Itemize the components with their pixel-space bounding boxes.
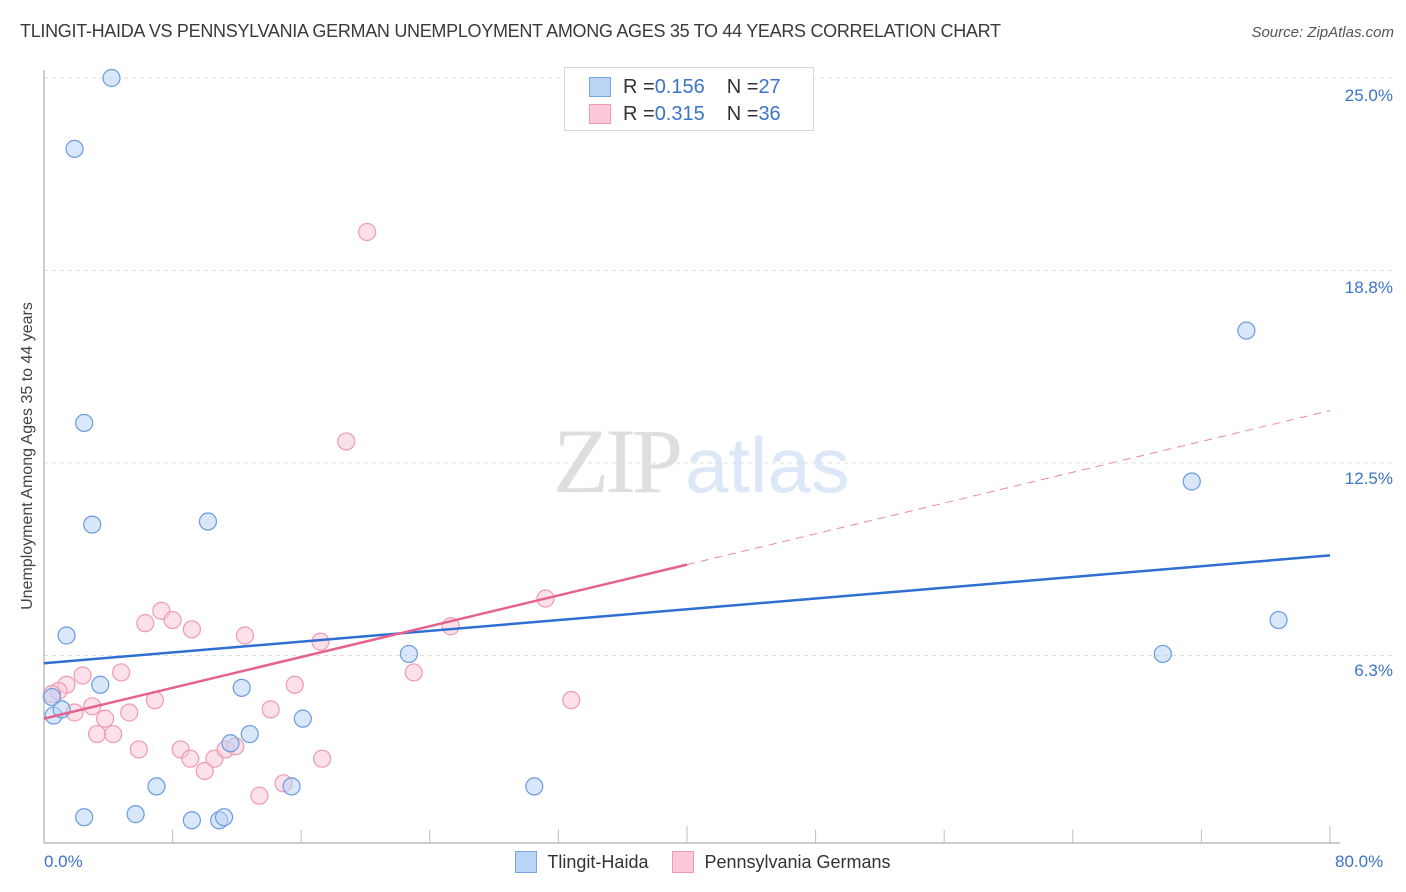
- y-tick-12-5: 12.5%: [1344, 469, 1393, 488]
- data-point: [75, 808, 94, 827]
- legend-item-tlingit-haida[interactable]: Tlingit-Haida: [515, 851, 648, 873]
- source-label: Source: ZipAtlas.com: [1251, 24, 1394, 41]
- data-point: [42, 687, 62, 707]
- data-point: [337, 432, 356, 451]
- data-point: [525, 777, 544, 796]
- legend-label: Pennsylvania Germans: [704, 851, 891, 872]
- r-label: R =: [623, 102, 655, 125]
- data-point: [240, 724, 259, 744]
- data-point: [1269, 610, 1288, 630]
- data-point: [126, 805, 145, 824]
- data-point: [399, 644, 419, 664]
- r-value: 0.315: [654, 102, 705, 125]
- watermark-atlas: atlas: [685, 421, 850, 509]
- legend-label: Tlingit-Haida: [547, 851, 649, 872]
- chart-title: TLINGIT-HAIDA VS PENNSYLVANIA GERMAN UNE…: [20, 21, 1001, 41]
- data-point: [73, 666, 92, 685]
- data-point: [214, 808, 234, 827]
- data-point: [95, 709, 115, 728]
- data-point: [75, 413, 94, 433]
- legend-swatch-pink: [589, 104, 611, 124]
- y-axis-label: Unemployment Among Ages 35 to 44 years: [19, 302, 36, 610]
- data-point: [293, 709, 312, 728]
- data-point: [182, 811, 201, 830]
- n-value: 27: [758, 75, 781, 98]
- trend-line-pennsylvania-germans: [43, 563, 688, 720]
- trend-line-tlingit-haida: [43, 554, 1331, 665]
- y-tick-25: 25.0%: [1344, 86, 1393, 105]
- watermark-zip: ZIP: [553, 410, 683, 512]
- data-point: [562, 691, 581, 710]
- n-label: N =: [726, 75, 759, 98]
- data-point: [250, 786, 269, 805]
- trend-lines: [43, 410, 1331, 720]
- correlation-legend: R = 0.156 N = 27 R = 0.315 N = 36: [564, 67, 814, 131]
- data-point: [147, 777, 166, 796]
- axes: [43, 70, 1340, 844]
- y-tick-18-8: 18.8%: [1344, 278, 1393, 297]
- series-legend: Tlingit-Haida Pennsylvania Germans: [0, 851, 1406, 873]
- r-label: R =: [623, 75, 655, 98]
- legend-swatch-blue: [515, 851, 538, 873]
- data-point: [1153, 644, 1172, 664]
- data-point: [404, 663, 423, 682]
- data-point: [136, 614, 155, 633]
- data-point: [129, 740, 148, 759]
- legend-item-pennsylvania-germans[interactable]: Pennsylvania Germans: [672, 851, 891, 873]
- data-point: [358, 222, 377, 242]
- data-point: [312, 749, 332, 768]
- data-point: [285, 675, 304, 694]
- r-value: 0.156: [654, 75, 705, 98]
- y-tick-6-3: 6.3%: [1354, 661, 1393, 680]
- data-point: [102, 68, 121, 88]
- data-point: [104, 724, 123, 744]
- data-point: [91, 675, 110, 694]
- legend-swatch-blue: [589, 77, 611, 97]
- data-point: [282, 777, 301, 796]
- series-tlingit-haida-points: [42, 68, 1288, 830]
- data-point: [232, 678, 251, 697]
- data-point: [1182, 472, 1201, 491]
- data-point: [261, 700, 280, 719]
- x-tick-80: 80.0%: [1335, 852, 1384, 871]
- n-value: 36: [758, 102, 781, 125]
- data-point: [181, 749, 200, 768]
- data-point: [235, 626, 255, 645]
- data-point: [57, 626, 76, 645]
- data-point: [221, 734, 240, 753]
- data-point: [112, 663, 131, 682]
- n-label: N =: [726, 102, 759, 125]
- data-point: [65, 139, 84, 158]
- legend-swatch-pink: [672, 851, 695, 873]
- gridlines: [44, 77, 1395, 656]
- legend-row-tlingit-haida: R = 0.156 N = 27: [589, 75, 781, 99]
- data-point: [163, 610, 182, 630]
- x-tick-0: 0.0%: [44, 852, 83, 871]
- watermark: ZIPatlas: [553, 408, 850, 514]
- data-point: [195, 761, 214, 781]
- trend-line-pennsylvania-germans-extension: [686, 410, 1331, 566]
- legend-row-pennsylvania-germans: R = 0.315 N = 36: [589, 102, 781, 126]
- data-point: [83, 515, 102, 534]
- data-point: [182, 620, 201, 639]
- data-point: [1237, 321, 1256, 340]
- data-point: [198, 512, 218, 531]
- data-point: [120, 703, 139, 722]
- data-point: [87, 724, 107, 744]
